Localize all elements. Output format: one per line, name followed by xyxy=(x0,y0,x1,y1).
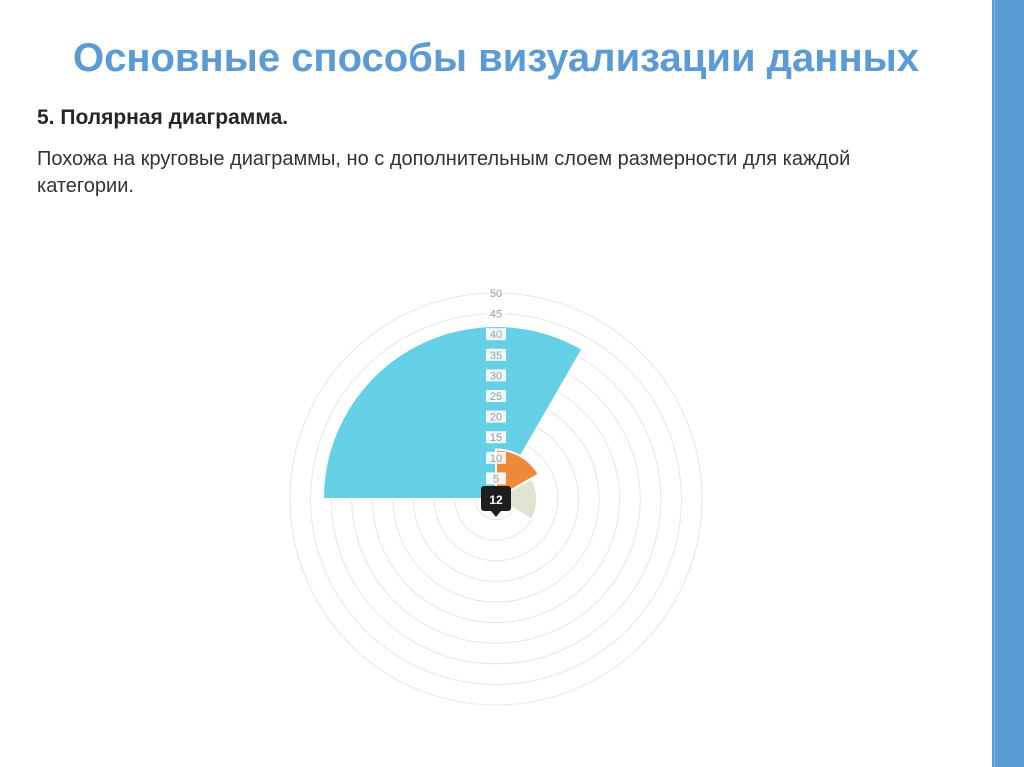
tick-label-40: 40 xyxy=(490,329,502,341)
tick-label-20: 20 xyxy=(490,412,502,424)
tooltip-box xyxy=(481,486,511,517)
polar-segment-3[interactable] xyxy=(494,477,539,521)
tick-label-bg-25 xyxy=(486,390,506,402)
tick-label-bg-50 xyxy=(486,287,506,299)
tick-label-25: 25 xyxy=(490,391,502,403)
tooltip-value: 12 xyxy=(489,493,503,507)
tick-label-bg-15 xyxy=(486,431,506,444)
tick-label-bg-10 xyxy=(486,451,506,464)
tick-label-45: 45 xyxy=(490,309,502,321)
tick-label-bg-30 xyxy=(486,369,506,382)
tick-label-bg-35 xyxy=(486,348,506,361)
tick-label-bg-40 xyxy=(486,328,506,341)
tick-layer: 5 10 15 20 25 30 35 40 45 50 xyxy=(486,287,506,485)
right-accent-bar xyxy=(992,0,1024,767)
segment-layer xyxy=(321,325,584,521)
tick-label-bg-5 xyxy=(486,472,506,485)
tick-label-35: 35 xyxy=(490,350,502,362)
tooltip-layer[interactable]: 12 xyxy=(481,486,511,517)
right-accent-bar-edge xyxy=(994,0,995,767)
slide-title: Основные способы визуализации данных xyxy=(72,36,920,80)
tick-label-5: 5 xyxy=(493,473,499,485)
tick-label-10: 10 xyxy=(490,453,502,465)
polar-segment-1[interactable] xyxy=(321,325,584,500)
tick-label-15: 15 xyxy=(490,432,502,444)
polar-chart-svg: 5 10 15 20 25 30 35 40 45 50 12 xyxy=(289,287,703,706)
tick-label-bg-45 xyxy=(486,307,506,320)
tick-label-30: 30 xyxy=(490,370,502,382)
slide-description: Похожа на круговые диаграммы, но с допол… xyxy=(37,148,851,197)
slide-subtitle: 5. Полярная диаграмма. xyxy=(37,106,289,129)
tick-label-bg-20 xyxy=(486,410,506,423)
tick-label-50: 50 xyxy=(490,288,502,300)
polar-area-chart: 5 10 15 20 25 30 35 40 45 50 12 xyxy=(280,275,720,725)
